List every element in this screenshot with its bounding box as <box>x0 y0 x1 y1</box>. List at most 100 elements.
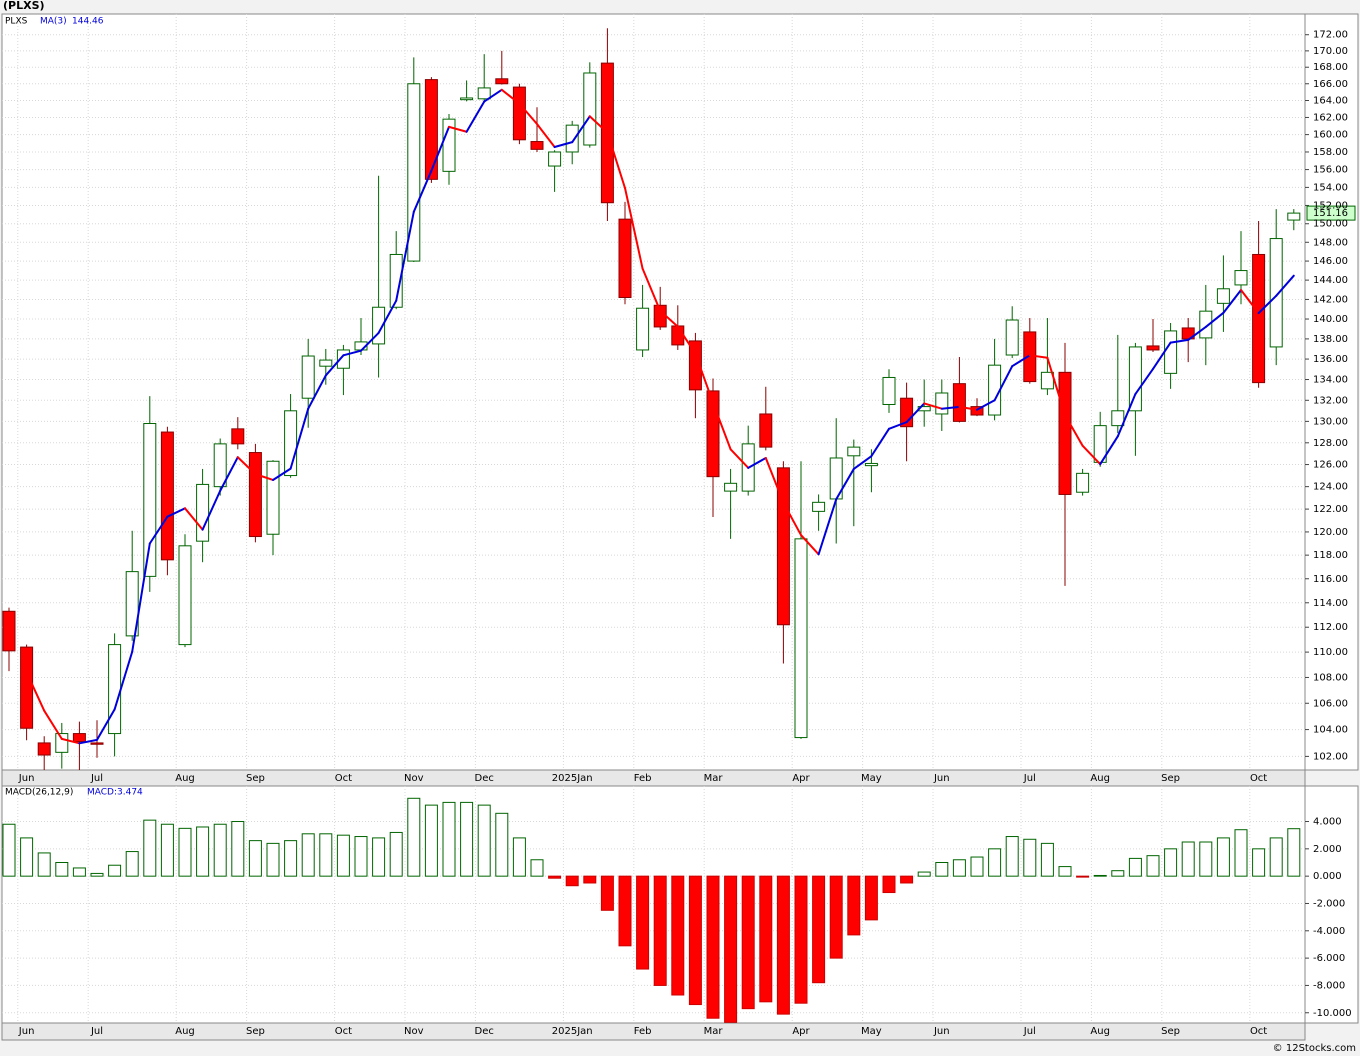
candle-body <box>125 571 139 637</box>
ma-line <box>113 650 134 711</box>
y-tick-label: 152.00 <box>1313 200 1348 211</box>
candle-body <box>20 646 34 729</box>
macd-bar <box>1005 836 1019 877</box>
candle-body <box>548 151 562 167</box>
ma-line <box>553 141 574 149</box>
ma-line <box>905 402 926 424</box>
macd-bar <box>1164 848 1178 877</box>
candle-body <box>178 545 192 646</box>
candle-body <box>160 431 174 561</box>
macd-bar <box>618 875 632 947</box>
y-tick-label: 132.00 <box>1313 395 1348 406</box>
x-tick-label: Dec <box>475 773 494 784</box>
y-tick-label: 148.00 <box>1313 237 1348 248</box>
ma-line <box>852 455 873 470</box>
candle-body <box>460 97 474 101</box>
candle-body <box>266 460 280 535</box>
ma-line <box>1169 338 1190 344</box>
y-tick-label: 156.00 <box>1313 165 1348 176</box>
y-tick-label: 142.00 <box>1313 294 1348 305</box>
macd-bar <box>2 823 16 877</box>
ma-line <box>236 456 257 476</box>
last-price-box <box>1306 205 1356 221</box>
legend-ma-value: 144.46 <box>72 17 104 27</box>
candle-body <box>1058 371 1072 495</box>
ma-line <box>817 498 838 556</box>
macd-bar <box>1040 842 1054 877</box>
candle-body <box>952 383 966 422</box>
ma-line <box>1081 444 1102 466</box>
ma-line <box>606 131 626 190</box>
macd-bar <box>952 859 966 877</box>
macd-bar <box>548 875 562 879</box>
y-tick-label: 160.00 <box>1313 130 1348 141</box>
ma-line <box>729 448 750 469</box>
candle-body <box>970 406 984 416</box>
y-tick-label: 126.00 <box>1313 460 1348 471</box>
macd-bar <box>72 867 86 877</box>
ma-line <box>360 331 380 352</box>
macd-bar <box>336 834 350 877</box>
x-tick-label: Oct <box>335 773 352 784</box>
price-panel <box>1 13 1306 771</box>
ma-line <box>324 354 345 377</box>
x-tick-label: Jun <box>933 1026 950 1037</box>
candle-body <box>301 355 315 399</box>
candle-body <box>935 392 949 415</box>
legend-ma: MA(3) <box>40 17 67 27</box>
y-tick-label: 112.00 <box>1313 622 1348 633</box>
ma-line <box>712 401 732 451</box>
macd-bar <box>319 833 333 877</box>
macd-bar <box>741 875 755 1010</box>
macd-bar <box>301 833 315 877</box>
ma-line <box>1275 274 1295 297</box>
candle-body <box>530 141 544 150</box>
x-tick-label: Oct <box>1250 1026 1267 1037</box>
y-tick-label: 120.00 <box>1313 527 1348 538</box>
ma-line <box>835 467 855 501</box>
candle-body <box>1234 270 1248 286</box>
x-tick-label: 2025Jan <box>552 1026 593 1037</box>
candle-body <box>407 83 421 262</box>
ma-line <box>1187 325 1207 341</box>
candle-body <box>636 307 650 351</box>
y-tick-label: 118.00 <box>1313 550 1348 561</box>
macd-bar <box>1111 870 1125 877</box>
ma-line <box>131 542 151 653</box>
macd-title: MACD(26,12,9) <box>5 788 73 798</box>
ma-line <box>201 489 222 531</box>
macd-bar <box>284 840 298 877</box>
macd-bar <box>160 823 174 877</box>
candle-body <box>389 253 403 308</box>
macd-bar <box>653 875 667 986</box>
y-tick-label: -4.000 <box>1313 926 1345 937</box>
x-tick-label: May <box>861 773 882 784</box>
ma-line <box>641 267 662 312</box>
ma-line <box>184 507 204 531</box>
grid <box>2 14 1309 1023</box>
y-tick-label: 106.00 <box>1313 698 1348 709</box>
macd-bar <box>1058 866 1072 877</box>
macd-bar <box>688 875 702 1006</box>
y-tick-label: 158.00 <box>1313 147 1348 158</box>
x-tick-label: Oct <box>1250 773 1267 784</box>
ma-line <box>536 123 556 149</box>
y-tick-label: 166.00 <box>1313 79 1348 90</box>
ma-line <box>342 349 362 357</box>
macd-bar <box>55 861 69 877</box>
candle-body <box>724 482 738 492</box>
y-tick-label: 116.00 <box>1313 574 1348 585</box>
x-tick-label: Aug <box>175 1026 195 1037</box>
candle-body <box>1076 472 1090 493</box>
candle-body <box>812 501 826 512</box>
candle-body <box>1199 310 1213 339</box>
ma-line <box>166 507 186 518</box>
macd-bar <box>917 871 931 877</box>
macd-bar <box>1128 857 1142 877</box>
ma-line <box>148 515 169 545</box>
ma-line <box>659 309 679 328</box>
ma-line <box>1064 414 1084 447</box>
x-tick-label: Jun <box>18 773 35 784</box>
x-tick-label: Jun <box>933 773 950 784</box>
candle-body <box>671 325 685 346</box>
